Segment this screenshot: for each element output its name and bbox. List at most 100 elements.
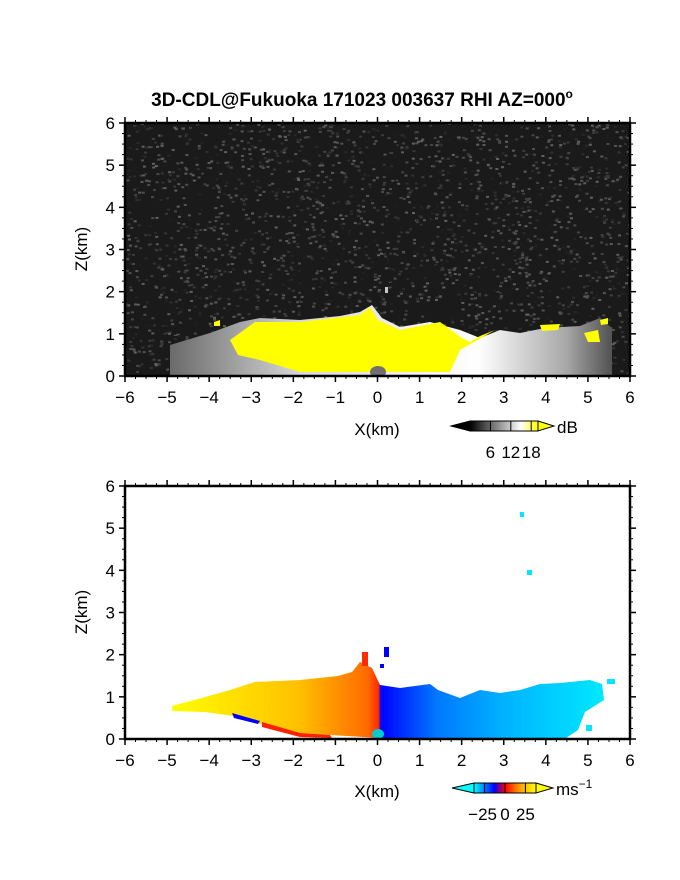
reflectivity-noise-pixel [542, 278, 546, 281]
reflectivity-noise-pixel [321, 210, 325, 213]
reflectivity-noise-pixel [201, 172, 205, 175]
reflectivity-noise-pixel [572, 268, 576, 271]
reflectivity-noise-pixel [578, 183, 582, 186]
reflectivity-noise-pixel [179, 243, 183, 246]
reflectivity-noise-pixel [435, 160, 439, 163]
reflectivity-noise-pixel [390, 165, 394, 168]
reflectivity-y-tick-label: 4 [106, 198, 115, 217]
reflectivity-noise-pixel [413, 255, 417, 257]
reflectivity-noise-pixel [266, 133, 270, 136]
reflectivity-noise-pixel [151, 339, 155, 342]
reflectivity-noise-pixel [495, 168, 499, 170]
reflectivity-noise-pixel [164, 254, 168, 257]
reflectivity-noise-pixel [318, 127, 322, 130]
reflectivity-noise-pixel [529, 209, 533, 211]
reflectivity-noise-pixel [604, 177, 608, 180]
reflectivity-noise-pixel [294, 153, 298, 156]
reflectivity-noise-pixel [529, 315, 533, 317]
reflectivity-noise-pixel [247, 130, 251, 133]
reflectivity-x-tick-label: −5 [157, 388, 176, 407]
reflectivity-noise-pixel [274, 293, 278, 296]
reflectivity-noise-pixel [320, 228, 324, 231]
reflectivity-noise-pixel [569, 250, 573, 253]
reflectivity-noise-pixel [520, 207, 524, 210]
reflectivity-ground-clutter [370, 366, 386, 376]
reflectivity-noise-pixel [287, 134, 291, 136]
reflectivity-noise-pixel [258, 139, 262, 142]
reflectivity-noise-pixel [323, 279, 327, 282]
reflectivity-noise-pixel [488, 330, 492, 332]
reflectivity-noise-pixel [497, 172, 501, 175]
reflectivity-noise-pixel [404, 267, 408, 270]
reflectivity-noise-pixel [624, 308, 628, 311]
reflectivity-noise-pixel [528, 216, 532, 219]
reflectivity-noise-pixel [586, 179, 589, 182]
reflectivity-noise-pixel [135, 276, 139, 279]
reflectivity-noise-pixel [518, 272, 522, 275]
reflectivity-noise-pixel [474, 222, 478, 225]
reflectivity-noise-pixel [256, 199, 260, 202]
reflectivity-noise-pixel [136, 240, 140, 243]
reflectivity-noise-pixel [273, 317, 277, 320]
reflectivity-noise-pixel [455, 242, 459, 245]
reflectivity-noise-pixel [195, 322, 199, 325]
reflectivity-noise-pixel [390, 152, 394, 155]
reflectivity-noise-pixel [348, 259, 352, 262]
reflectivity-noise-pixel [129, 340, 133, 343]
reflectivity-noise-pixel [336, 135, 340, 138]
reflectivity-noise-pixel [600, 155, 604, 158]
reflectivity-noise-pixel [508, 268, 512, 271]
reflectivity-noise-pixel [266, 288, 270, 291]
reflectivity-noise-pixel [297, 313, 301, 316]
reflectivity-noise-pixel [585, 156, 589, 159]
reflectivity-noise-pixel [338, 291, 342, 294]
reflectivity-noise-pixel [458, 187, 462, 189]
reflectivity-noise-pixel [452, 221, 456, 224]
reflectivity-noise-pixel [571, 124, 575, 127]
reflectivity-noise-pixel [411, 157, 415, 160]
reflectivity-noise-pixel [266, 248, 270, 251]
reflectivity-noise-pixel [230, 255, 234, 258]
reflectivity-noise-pixel [134, 333, 138, 336]
reflectivity-noise-pixel [217, 186, 221, 189]
reflectivity-noise-pixel [331, 171, 334, 174]
reflectivity-noise-pixel [587, 135, 591, 138]
reflectivity-noise-pixel [504, 327, 508, 330]
reflectivity-noise-pixel [367, 267, 371, 270]
reflectivity-noise-pixel [316, 181, 320, 184]
reflectivity-noise-pixel [502, 219, 506, 222]
reflectivity-noise-pixel [572, 296, 576, 299]
reflectivity-noise-pixel [512, 309, 516, 312]
reflectivity-noise-pixel [575, 168, 579, 171]
reflectivity-noise-pixel [374, 130, 378, 132]
reflectivity-noise-pixel [540, 238, 544, 241]
reflectivity-noise-pixel [411, 285, 415, 288]
reflectivity-noise-pixel [181, 127, 185, 130]
reflectivity-noise-pixel [351, 150, 354, 153]
reflectivity-noise-pixel [335, 141, 339, 144]
reflectivity-noise-pixel [128, 238, 131, 241]
reflectivity-noise-pixel [459, 240, 463, 243]
reflectivity-noise-pixel [322, 195, 325, 197]
reflectivity-noise-pixel [349, 186, 353, 189]
reflectivity-noise-pixel [324, 124, 328, 127]
reflectivity-noise-pixel [585, 175, 589, 178]
reflectivity-noise-pixel [468, 303, 472, 306]
reflectivity-noise-pixel [474, 297, 477, 300]
reflectivity-noise-pixel [536, 238, 540, 241]
reflectivity-noise-pixel [528, 222, 532, 224]
reflectivity-noise-pixel [236, 144, 240, 147]
reflectivity-noise-pixel [286, 160, 290, 163]
reflectivity-x-tick-label: 5 [583, 388, 592, 407]
reflectivity-noise-pixel [157, 359, 161, 362]
reflectivity-noise-pixel [325, 176, 328, 179]
reflectivity-noise-pixel [493, 246, 497, 248]
reflectivity-noise-pixel [569, 252, 573, 255]
reflectivity-noise-pixel [293, 296, 297, 299]
reflectivity-noise-pixel [421, 246, 425, 249]
reflectivity-noise-pixel [301, 170, 305, 173]
reflectivity-noise-pixel [406, 195, 410, 198]
reflectivity-noise-pixel [335, 154, 339, 157]
reflectivity-noise-pixel [583, 293, 587, 296]
reflectivity-noise-pixel [197, 168, 201, 171]
